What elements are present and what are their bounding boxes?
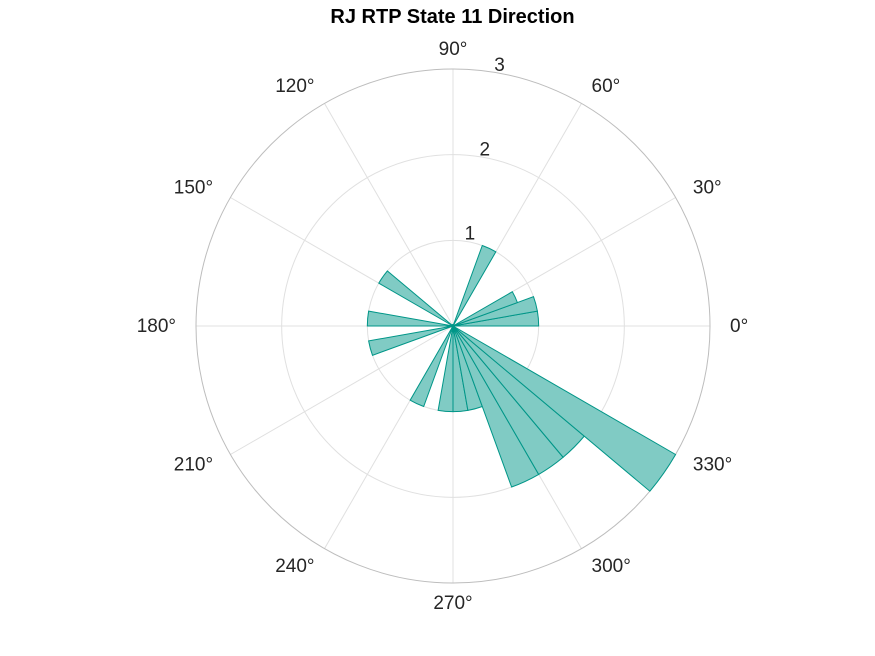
theta-tick-150: 150° xyxy=(174,178,213,199)
theta-tick-180: 180° xyxy=(137,316,176,337)
bar-170-180 xyxy=(366,310,454,327)
theta-tick-240: 240° xyxy=(275,556,314,577)
theta-tick-120: 120° xyxy=(275,76,314,97)
chart-title: RJ RTP State 11 Direction xyxy=(330,6,575,28)
r-tick-1: 1 xyxy=(465,224,476,245)
theta-tick-210: 210° xyxy=(174,455,213,476)
theta-tick-300: 300° xyxy=(592,556,631,577)
theta-tick-90: 90° xyxy=(439,39,468,60)
spoke-line-210 xyxy=(230,325,454,455)
center-marker xyxy=(451,324,455,328)
outer-ring xyxy=(195,68,711,584)
radius-ring-2 xyxy=(281,154,625,498)
r-tick-2: 2 xyxy=(480,139,491,160)
spoke-line-120 xyxy=(324,103,454,327)
bar-320-330 xyxy=(452,325,677,492)
histogram-bars xyxy=(366,244,677,492)
theta-tick-270: 270° xyxy=(433,593,472,614)
r-tick-3: 3 xyxy=(494,55,505,76)
bar-190-200 xyxy=(368,325,454,356)
theta-tick-60: 60° xyxy=(592,76,621,97)
theta-tick-0: 0° xyxy=(730,316,748,337)
tick-labels: 0° 30° 60° 90° 120° 150° 180° 210° 240° 270° 300° 3… xyxy=(137,39,748,614)
theta-tick-30: 30° xyxy=(693,178,722,199)
bar-140-150 xyxy=(378,270,454,327)
theta-tick-330: 330° xyxy=(693,455,732,476)
bar-240-250 xyxy=(409,325,454,408)
bar-20-30 xyxy=(452,291,519,327)
bar-60-70 xyxy=(452,244,497,327)
